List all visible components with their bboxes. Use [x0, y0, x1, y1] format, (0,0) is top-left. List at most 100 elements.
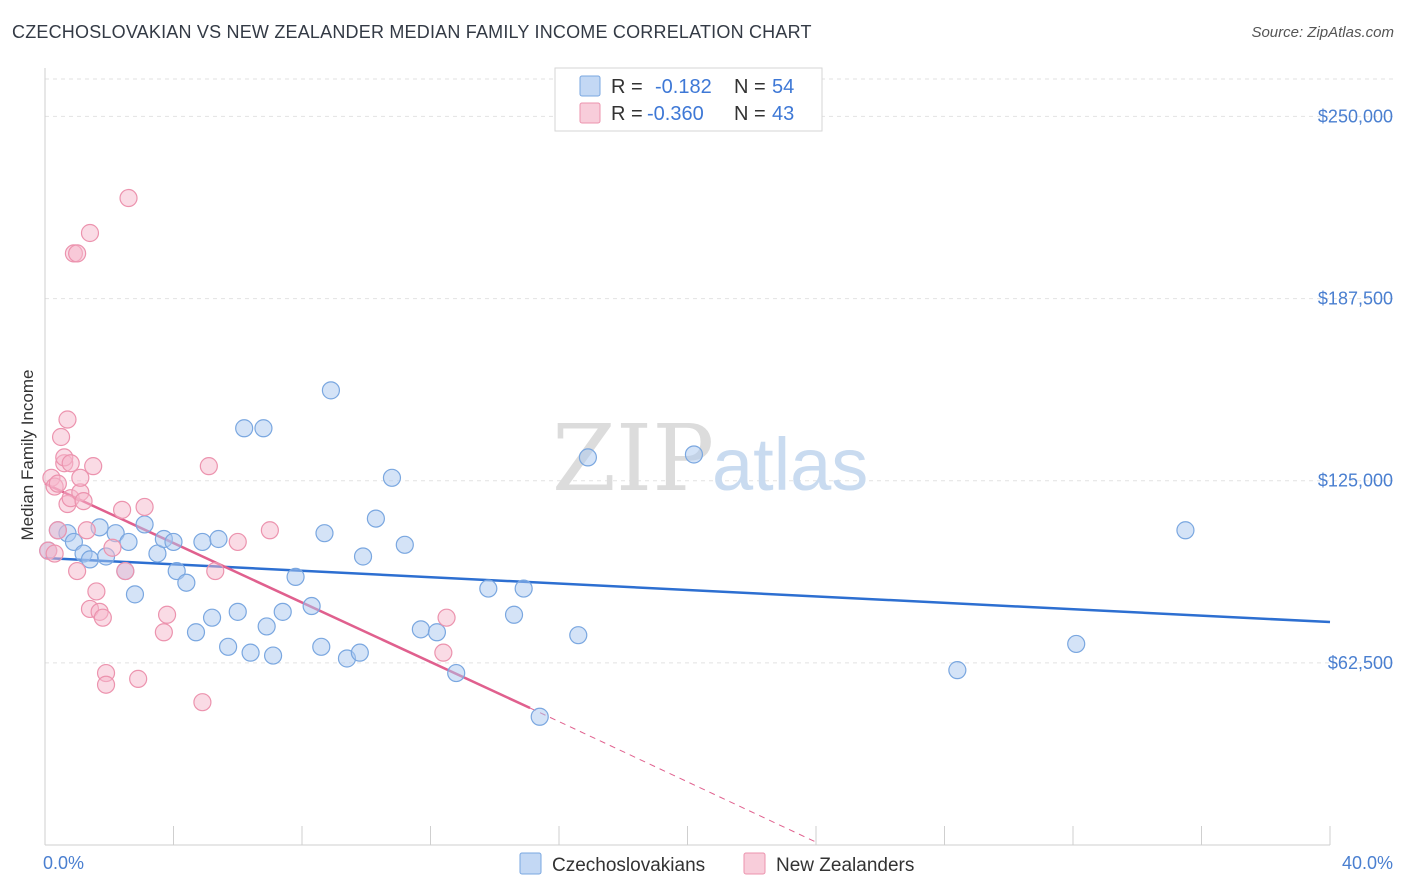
czechoslovakian-point [350, 643, 369, 662]
new-zealander-point [48, 474, 67, 493]
new-zealander-point [116, 561, 135, 581]
legend-swatch-new-zealanders [579, 102, 601, 124]
new-zealander-point [51, 427, 71, 447]
new-zealander-point [68, 561, 87, 581]
x-tick-label-min: 0.0% [43, 853, 84, 873]
czechoslovakian-point [578, 448, 598, 467]
czechoslovakian-point [514, 579, 533, 598]
new-zealander-point [71, 468, 90, 487]
czechoslovakian-point [321, 381, 341, 400]
new-zealander-point [199, 457, 218, 476]
source-label: Source: ZipAtlas.com [1251, 24, 1394, 41]
czechoslovakian-point [219, 637, 238, 656]
czechoslovakian-point [228, 602, 247, 621]
legend-r-label-0: R = [611, 76, 643, 98]
czechoslovakian-point [530, 707, 549, 726]
czechoslovakian-point [257, 617, 276, 636]
new-zealander-point [154, 623, 173, 642]
correlation-legend: R = -0.182 N = 54 R = -0.360 N = 43 [554, 67, 823, 132]
new-zealander-point [228, 532, 247, 552]
new-zealander-point [434, 643, 453, 662]
czechoslovakian-point [254, 419, 273, 438]
watermark-atlas: atlas [712, 423, 868, 506]
czechoslovakian-point [64, 532, 84, 552]
czechoslovakian-point [202, 608, 222, 627]
czechoslovakian-point [447, 663, 466, 683]
czechoslovakian-point [186, 623, 206, 642]
y-tick-label: $62,500 [1328, 653, 1393, 673]
new-zealander-trend-extension [529, 707, 817, 843]
bottom-legend-swatch-new-zealanders [743, 852, 766, 875]
new-zealander-point [68, 244, 87, 263]
czechoslovakian-point [193, 532, 212, 552]
czechoslovakian-point [286, 567, 305, 586]
czechoslovakian-point [273, 602, 292, 621]
new-zealander-point [437, 608, 456, 627]
czechoslovakian-point [427, 623, 447, 642]
czechoslovakian-point [119, 532, 138, 552]
new-zealander-point [58, 410, 77, 429]
new-zealander-point [135, 497, 154, 517]
series-legend: Czechoslovakians New Zealanders [519, 852, 914, 876]
y-tick-label: $250,000 [1318, 106, 1393, 126]
czechoslovakian-point [411, 620, 430, 639]
czechoslovakian-point [312, 637, 331, 656]
legend-n-label-0: N = [734, 76, 766, 98]
new-zealander-point [129, 669, 148, 688]
czechoslovakian-point [241, 643, 260, 662]
czechoslovakian-point [125, 585, 145, 604]
legend-r-value-1: -0.360 [647, 103, 704, 125]
czechoslovakian-point [684, 445, 704, 464]
new-zealander-point [260, 521, 279, 540]
czechoslovakian-point [177, 573, 196, 592]
legend-n-value-0: 54 [772, 76, 794, 98]
new-zealander-point [77, 521, 96, 540]
czechoslovakian-point [948, 661, 967, 680]
legend-r-value-0: -0.182 [655, 76, 712, 98]
y-tick-label: $187,500 [1318, 289, 1393, 309]
new-zealander-point [48, 521, 67, 540]
new-zealander-point [157, 605, 177, 624]
new-zealander-point [87, 582, 106, 601]
new-zealander-point [80, 223, 100, 243]
bottom-legend-swatch-czechoslovakians [519, 852, 542, 875]
czechoslovakian-point [353, 547, 373, 566]
czechoslovakian-point [235, 419, 254, 438]
legend-swatch-czechoslovakians [579, 75, 601, 97]
new-zealander-point [93, 608, 112, 627]
y-axis-label: Median Family Income [18, 369, 37, 540]
czechoslovakian-point [209, 529, 228, 549]
czechoslovakian-point [1067, 634, 1086, 654]
czechoslovakian-point [366, 509, 385, 528]
czechoslovakian-trend-line [44, 556, 1331, 624]
czechoslovakian-point [263, 646, 283, 665]
chart-title: CZECHOSLOVAKIAN VS NEW ZEALANDER MEDIAN … [12, 22, 812, 42]
x-tick-labels: 0.0% 40.0% [43, 853, 1393, 873]
new-zealander-point [45, 544, 64, 563]
new-zealander-point [96, 675, 116, 694]
legend-r-label-1: R = [611, 103, 643, 125]
new-zealander-point [103, 538, 122, 557]
legend-n-value-1: 43 [772, 103, 794, 125]
x-tick-label-max: 40.0% [1342, 853, 1393, 873]
y-tick-label: $125,000 [1318, 471, 1393, 491]
czechoslovakian-point [135, 515, 154, 534]
new-zealander-point [119, 188, 138, 208]
czechoslovakian-point [569, 626, 588, 645]
new-zealander-point [74, 492, 93, 511]
new-zealander-point [206, 561, 225, 581]
czechoslovakian-point [395, 535, 414, 554]
new-zealander-point [61, 454, 80, 473]
czechoslovakian-point [504, 605, 524, 624]
data-points [39, 188, 1195, 726]
y-tick-labels: $62,500 $125,000 $187,500 $250,000 [1318, 106, 1393, 672]
czechoslovakian-point [479, 579, 498, 598]
czechoslovakian-point [382, 468, 402, 487]
new-zealander-point [193, 693, 212, 712]
czechoslovakian-point [315, 524, 334, 543]
czechoslovakian-point [302, 596, 321, 616]
legend-n-label-1: N = [734, 103, 766, 125]
czechoslovakian-point [164, 532, 183, 552]
bottom-legend-label-new-zealanders: New Zealanders [776, 855, 914, 876]
